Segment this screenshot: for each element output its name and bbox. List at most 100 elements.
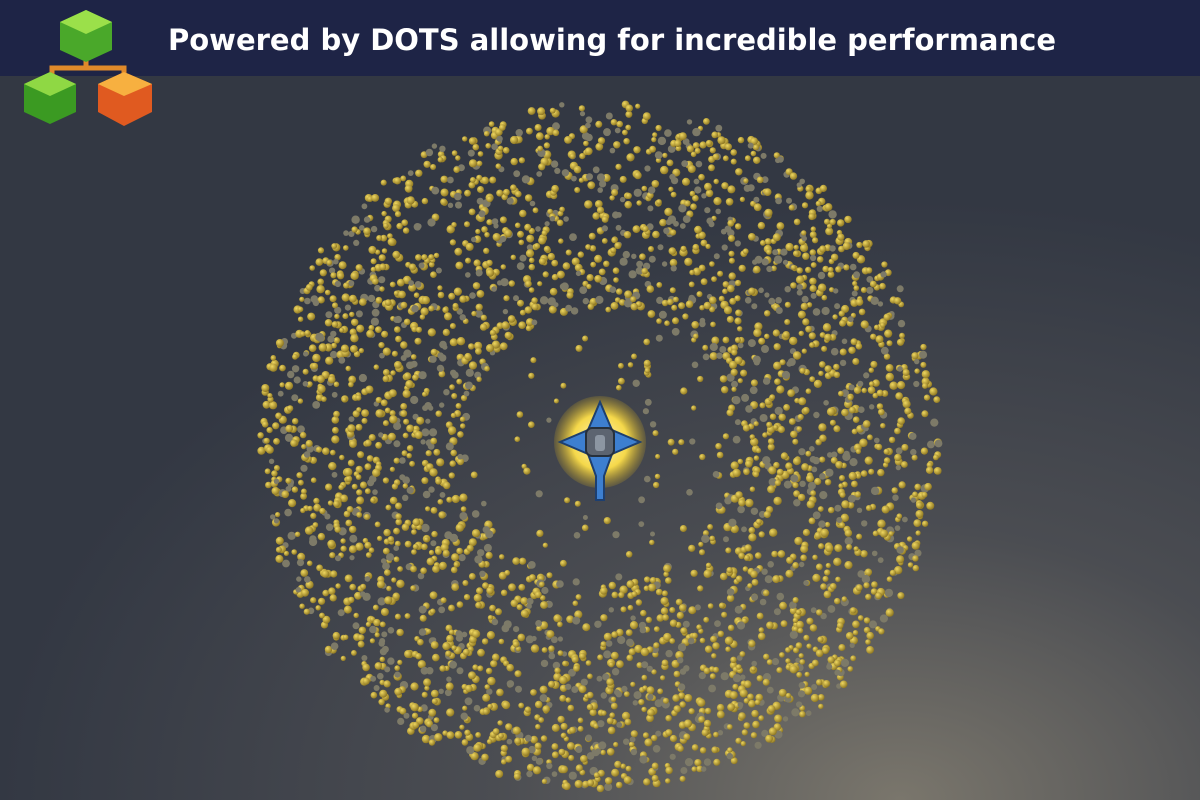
unit — [820, 528, 829, 537]
unit — [703, 667, 711, 675]
unit — [789, 630, 798, 639]
unit — [732, 674, 742, 683]
unit — [550, 160, 559, 168]
unit — [869, 404, 875, 410]
unit — [481, 753, 489, 761]
unit — [728, 518, 737, 527]
unit — [348, 230, 355, 237]
unit — [335, 555, 341, 562]
unit — [857, 380, 864, 387]
unit — [500, 589, 508, 596]
unit — [356, 496, 365, 505]
unit — [520, 609, 529, 618]
unit — [381, 248, 388, 254]
unit — [579, 111, 586, 117]
unit — [366, 455, 374, 462]
unit — [464, 697, 473, 706]
unit — [350, 271, 359, 280]
unit — [371, 194, 380, 202]
unit — [378, 342, 385, 349]
unit — [598, 741, 607, 750]
unit — [357, 451, 365, 459]
unit — [597, 654, 603, 661]
unit — [480, 314, 487, 321]
unit — [315, 332, 324, 342]
unit — [440, 597, 447, 604]
unit — [373, 618, 381, 627]
unit — [831, 451, 838, 458]
unit — [670, 265, 677, 272]
unit — [575, 270, 582, 277]
unit — [317, 247, 325, 254]
unit — [643, 585, 650, 592]
unit — [334, 526, 342, 533]
unit — [731, 386, 737, 392]
unit — [688, 606, 697, 615]
unit — [729, 297, 737, 305]
unit — [380, 558, 387, 564]
unit — [450, 449, 458, 457]
unit — [777, 550, 786, 558]
unit — [496, 688, 504, 697]
unit — [814, 477, 822, 486]
unit — [606, 748, 615, 756]
unit — [303, 351, 309, 357]
unit — [630, 303, 638, 311]
unit — [590, 261, 597, 268]
unit — [897, 417, 905, 425]
unit — [404, 540, 412, 548]
unit — [422, 490, 431, 499]
unit — [646, 285, 655, 293]
unit — [776, 468, 784, 476]
unit — [894, 453, 902, 462]
unit — [758, 337, 766, 345]
unit — [828, 506, 835, 514]
unit — [455, 634, 463, 642]
unit — [451, 553, 460, 562]
unit — [515, 685, 522, 693]
unit — [451, 583, 460, 591]
unit — [788, 204, 795, 211]
unit — [513, 295, 519, 302]
unit — [809, 249, 816, 256]
unit — [356, 489, 363, 496]
unit — [884, 329, 893, 338]
unit — [754, 741, 762, 749]
unit — [849, 406, 856, 414]
unit — [793, 218, 801, 226]
unit — [885, 364, 894, 372]
unit — [753, 455, 760, 461]
unit — [696, 624, 702, 630]
unit — [334, 306, 342, 314]
unit — [349, 555, 355, 561]
unit — [461, 739, 469, 746]
unit — [886, 340, 893, 347]
unit — [587, 303, 594, 310]
unit — [914, 549, 922, 557]
unit — [727, 284, 735, 293]
unit — [430, 437, 438, 445]
unit — [689, 190, 696, 197]
unit — [909, 432, 917, 440]
unit — [559, 694, 567, 702]
unit — [630, 615, 636, 621]
unit — [460, 712, 468, 720]
unit — [721, 182, 729, 190]
unit — [768, 727, 777, 736]
unit — [410, 565, 417, 573]
unit — [389, 410, 396, 417]
unit — [661, 590, 668, 597]
unit — [305, 439, 313, 448]
unit — [586, 173, 593, 181]
unit — [551, 273, 559, 281]
unit — [437, 156, 444, 163]
unit — [368, 324, 375, 331]
unit — [867, 386, 876, 394]
unit — [512, 726, 521, 735]
unit — [767, 438, 775, 445]
unit — [844, 215, 852, 224]
unit — [585, 133, 593, 142]
unit — [679, 775, 686, 782]
unit — [812, 511, 821, 520]
unit — [284, 508, 292, 517]
